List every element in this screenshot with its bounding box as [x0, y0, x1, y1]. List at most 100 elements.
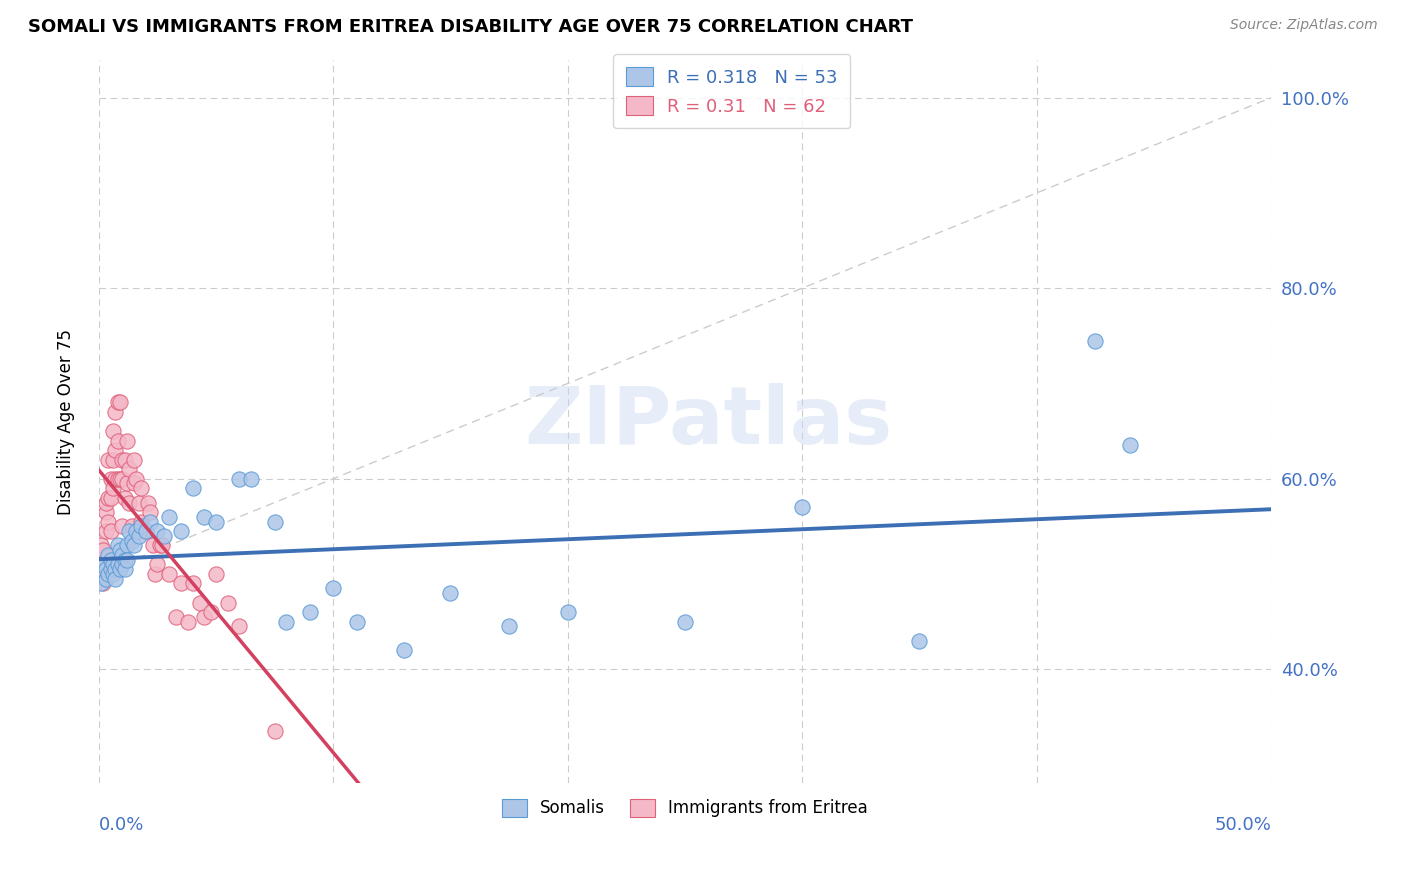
- Point: [114, 562, 136, 576]
- Point: [129, 519, 152, 533]
- Point: [322, 581, 344, 595]
- Point: [111, 452, 134, 467]
- Point: [101, 424, 124, 438]
- Point: [100, 524, 122, 538]
- Point: [139, 515, 162, 529]
- Point: [100, 472, 122, 486]
- Point: [129, 481, 152, 495]
- Point: [228, 472, 250, 486]
- Text: SOMALI VS IMMIGRANTS FROM ERITREA DISABILITY AGE OVER 75 CORRELATION CHART: SOMALI VS IMMIGRANTS FROM ERITREA DISABI…: [28, 18, 912, 36]
- Point: [263, 724, 285, 739]
- Y-axis label: Disability Age Over 75: Disability Age Over 75: [58, 328, 75, 515]
- Point: [90, 576, 112, 591]
- Point: [170, 576, 193, 591]
- Point: [128, 529, 150, 543]
- Point: [90, 566, 112, 581]
- Point: [97, 515, 120, 529]
- Point: [125, 472, 148, 486]
- Point: [122, 452, 145, 467]
- Point: [108, 543, 131, 558]
- Point: [104, 472, 127, 486]
- Text: Source: ZipAtlas.com: Source: ZipAtlas.com: [1230, 18, 1378, 32]
- Point: [100, 491, 122, 505]
- Point: [104, 562, 127, 576]
- Point: [150, 538, 173, 552]
- Point: [111, 558, 134, 572]
- Point: [107, 538, 129, 552]
- Point: [181, 481, 204, 495]
- Point: [114, 491, 136, 505]
- Point: [107, 558, 129, 572]
- Point: [108, 395, 131, 409]
- Point: [193, 509, 215, 524]
- Point: [94, 572, 117, 586]
- Point: [101, 452, 124, 467]
- Point: [193, 609, 215, 624]
- Point: [97, 491, 120, 505]
- Point: [104, 405, 127, 419]
- Point: [111, 472, 134, 486]
- Point: [157, 566, 180, 581]
- Point: [93, 543, 115, 558]
- Point: [240, 472, 263, 486]
- Point: [104, 572, 127, 586]
- Point: [97, 566, 120, 581]
- Point: [118, 462, 141, 476]
- Point: [115, 476, 138, 491]
- Point: [146, 524, 169, 538]
- Point: [135, 524, 157, 538]
- Point: [177, 615, 200, 629]
- Point: [135, 524, 157, 538]
- Point: [1119, 438, 1142, 452]
- Point: [908, 633, 931, 648]
- Point: [101, 558, 124, 572]
- Point: [276, 615, 298, 629]
- Point: [100, 552, 122, 566]
- Point: [146, 558, 169, 572]
- Point: [498, 619, 520, 633]
- Point: [143, 566, 166, 581]
- Point: [205, 515, 228, 529]
- Point: [108, 472, 131, 486]
- Point: [205, 566, 228, 581]
- Point: [121, 519, 143, 533]
- Point: [228, 619, 250, 633]
- Point: [108, 562, 131, 576]
- Point: [101, 481, 124, 495]
- Point: [115, 434, 138, 448]
- Text: 0.0%: 0.0%: [98, 816, 145, 834]
- Point: [114, 552, 136, 566]
- Point: [111, 519, 134, 533]
- Text: ZIPatlas: ZIPatlas: [524, 383, 893, 460]
- Point: [181, 576, 204, 591]
- Point: [170, 524, 193, 538]
- Point: [122, 538, 145, 552]
- Point: [107, 434, 129, 448]
- Point: [107, 472, 129, 486]
- Point: [298, 605, 321, 619]
- Point: [200, 605, 222, 619]
- Point: [114, 452, 136, 467]
- Point: [90, 538, 112, 552]
- Point: [118, 524, 141, 538]
- Point: [118, 495, 141, 509]
- Point: [165, 609, 187, 624]
- Point: [136, 495, 159, 509]
- Point: [792, 500, 814, 515]
- Point: [263, 515, 285, 529]
- Point: [93, 558, 115, 572]
- Point: [1084, 334, 1107, 348]
- Point: [94, 495, 117, 509]
- Legend: Somalis, Immigrants from Eritrea: Somalis, Immigrants from Eritrea: [494, 790, 876, 826]
- Point: [101, 566, 124, 581]
- Point: [188, 595, 211, 609]
- Point: [557, 605, 579, 619]
- Point: [132, 524, 155, 538]
- Point: [121, 533, 143, 548]
- Point: [153, 529, 176, 543]
- Point: [128, 495, 150, 509]
- Point: [125, 524, 148, 538]
- Point: [673, 615, 696, 629]
- Point: [149, 538, 172, 552]
- Point: [107, 395, 129, 409]
